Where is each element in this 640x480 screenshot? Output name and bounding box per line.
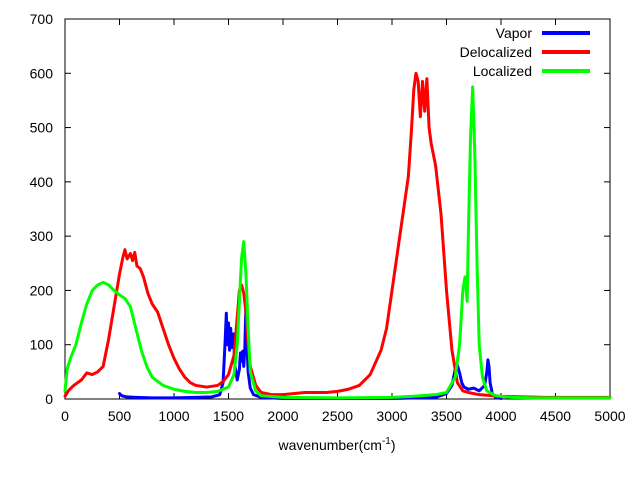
x-axis-title-main: wavenumber(cm: [277, 437, 381, 453]
x-tick-label: 500: [108, 408, 132, 424]
x-tick-label: 2500: [322, 408, 353, 424]
y-tick-label: 700: [30, 11, 54, 27]
x-tick-label: 1500: [213, 408, 244, 424]
legend-label-localized: Localized: [473, 63, 532, 79]
x-axis-title-superscript: -1: [382, 436, 391, 447]
y-tick-label: 300: [30, 228, 54, 244]
x-tick-label: 3500: [431, 408, 462, 424]
legend-label-vapor: Vapor: [496, 25, 533, 41]
y-tick-label: 500: [30, 120, 54, 136]
y-tick-label: 0: [45, 391, 53, 407]
x-tick-label: 4500: [540, 408, 571, 424]
y-tick-label: 600: [30, 65, 54, 81]
axis-ticks: 0 500 1000 1500 2000 2500 3000 3500 4000 4500 5000…: [30, 11, 626, 424]
series-line-localized: [63, 85, 612, 400]
x-tick-label: 5000: [594, 408, 625, 424]
legend: Vapor Delocalized Localized: [460, 25, 590, 79]
series-line-delocalized: [63, 71, 612, 399]
x-axis-title-suffix: ): [391, 437, 396, 453]
y-tick-label: 100: [30, 337, 54, 353]
x-tick-label: 0: [61, 408, 69, 424]
y-tick-label: 400: [30, 174, 54, 190]
series-layer: [63, 71, 612, 400]
legend-label-delocalized: Delocalized: [460, 44, 532, 60]
x-axis-title: wavenumber(cm-1): [277, 436, 395, 453]
x-tick-label: 4000: [485, 408, 516, 424]
series-line-vapor: [118, 302, 503, 400]
x-tick-label: 3000: [376, 408, 407, 424]
x-tick-label: 1000: [158, 408, 189, 424]
x-tick-label: 2000: [267, 408, 298, 424]
y-tick-label: 200: [30, 282, 54, 298]
